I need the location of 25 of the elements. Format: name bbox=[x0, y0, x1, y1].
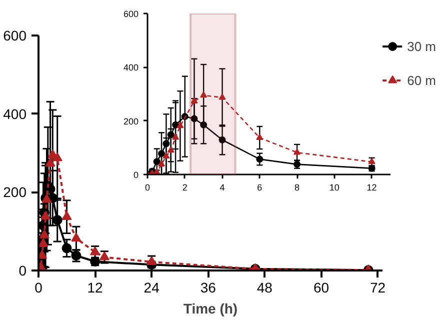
y-tick-label: 600 bbox=[123, 9, 139, 19]
legend-label: 30 m bbox=[407, 38, 436, 54]
x-tick-label: 36 bbox=[200, 280, 216, 296]
y-tick-label: 400 bbox=[3, 106, 27, 122]
x-tick-label: 24 bbox=[144, 280, 160, 296]
y-tick-label: 0 bbox=[133, 170, 139, 180]
x-tick-label: 4 bbox=[220, 182, 225, 192]
x-tick-label: 6 bbox=[257, 182, 262, 192]
x-tick-label: 0 bbox=[144, 182, 150, 192]
x-tick-label: 72 bbox=[370, 280, 386, 296]
x-tick-label: 12 bbox=[366, 182, 377, 192]
x-tick-label: 2 bbox=[182, 182, 188, 192]
x-axis-title: Time (h) bbox=[183, 300, 238, 316]
y-tick-label: 200 bbox=[123, 116, 139, 126]
legend-label: 60 m bbox=[407, 72, 436, 88]
y-tick-label: 200 bbox=[3, 184, 27, 200]
y-tick-label: 600 bbox=[3, 28, 27, 44]
x-tick-label: 8 bbox=[294, 182, 300, 192]
x-tick-label: 10 bbox=[329, 182, 340, 192]
y-tick-label: 400 bbox=[123, 62, 139, 73]
x-tick-label: 48 bbox=[256, 280, 273, 296]
x-tick-label: 60 bbox=[313, 280, 330, 296]
x-tick-label: 12 bbox=[87, 280, 104, 296]
y-tick-label: 0 bbox=[18, 262, 27, 278]
x-tick-label: 0 bbox=[34, 280, 43, 296]
